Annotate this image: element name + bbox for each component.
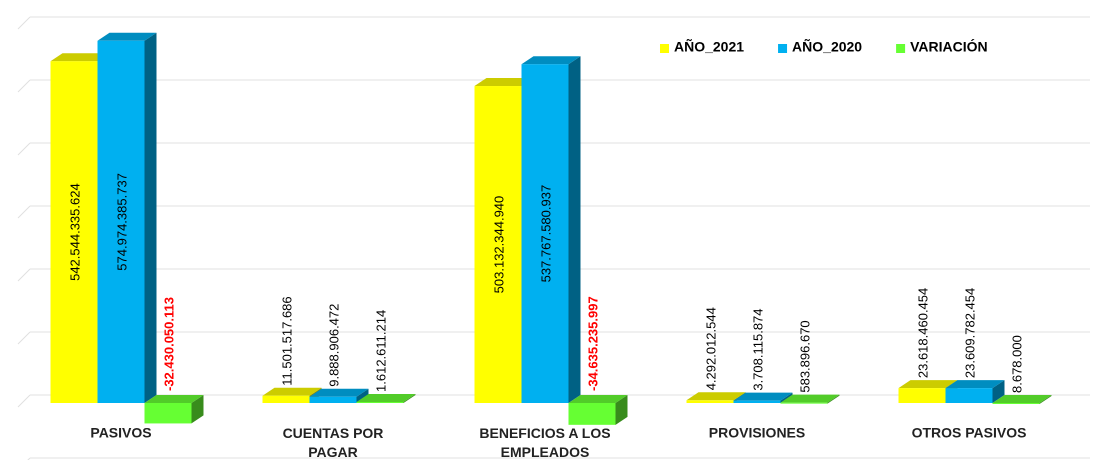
bar-front xyxy=(309,396,357,403)
legend-swatch xyxy=(896,44,906,53)
x-tick-label-line: BENEFICIOS A LOS xyxy=(479,425,610,441)
bar-top xyxy=(521,56,581,65)
data-label: 1.612.611.214 xyxy=(373,310,388,392)
bar-side xyxy=(356,388,369,403)
bar-top xyxy=(356,393,416,402)
bar-top xyxy=(568,395,628,403)
tick-mark xyxy=(17,331,31,345)
x-tick-label: PASIVOS xyxy=(90,425,151,441)
tick-mark xyxy=(17,142,31,156)
bar-front xyxy=(733,400,781,403)
bar-front xyxy=(144,403,192,424)
x-tick-label-line: EMPLEADOS xyxy=(501,444,590,460)
bar-front xyxy=(898,388,946,403)
data-label: 503.132.344.940 xyxy=(491,196,506,294)
bar-top xyxy=(50,53,110,62)
data-label: -34.635.235.997 xyxy=(585,296,600,391)
bar-top xyxy=(474,78,534,87)
bar xyxy=(992,394,1052,404)
bar-side xyxy=(191,395,204,424)
x-tick-label: PROVISIONES xyxy=(709,425,805,441)
tick-mark xyxy=(17,394,31,408)
data-label: 4.292.012.544 xyxy=(703,307,718,390)
bar xyxy=(945,380,1005,403)
bar-side xyxy=(1039,394,1052,404)
bar-front xyxy=(97,40,145,403)
bar-side xyxy=(992,380,1005,403)
tick-mark xyxy=(17,268,31,282)
bar xyxy=(733,392,793,403)
bar-front xyxy=(945,388,993,403)
bar-front xyxy=(568,403,616,425)
bar-front xyxy=(262,395,310,403)
tick-mark xyxy=(17,205,31,219)
bar-side xyxy=(144,32,157,403)
bar-top xyxy=(780,394,840,403)
x-tick-label: OTROS PASIVOS xyxy=(912,425,1027,441)
data-label: -32.430.050.113 xyxy=(161,297,176,391)
bar-side xyxy=(780,392,793,403)
legend-label: AÑO_2021 xyxy=(674,38,744,55)
bar-top xyxy=(898,380,958,389)
bar-front xyxy=(356,401,404,403)
data-label: 11.501.517.686 xyxy=(279,296,294,385)
bar-side xyxy=(403,393,416,403)
bar-top xyxy=(686,392,746,401)
bar xyxy=(144,395,204,424)
x-tick-label: BENEFICIOS A LOS EMPLEADOS xyxy=(479,425,610,460)
bar-side xyxy=(615,395,628,425)
bar-top xyxy=(97,32,157,41)
bar-top xyxy=(144,395,204,403)
data-label: 583.896.670 xyxy=(797,320,812,392)
bar-top xyxy=(992,394,1052,403)
bar xyxy=(568,395,628,425)
bar-front xyxy=(686,400,734,403)
bar-top xyxy=(945,380,1005,389)
bar-front xyxy=(474,86,522,404)
tick-mark xyxy=(17,79,31,93)
data-label: 9.888.906.472 xyxy=(326,304,341,387)
data-label: 537.767.580.937 xyxy=(538,185,553,283)
data-label: 3.708.115.874 xyxy=(750,308,765,390)
bar xyxy=(97,32,157,403)
x-tick-label-line: CUENTAS POR xyxy=(283,425,384,441)
legend-swatch xyxy=(778,44,788,53)
data-label: 542.544.335.624 xyxy=(67,183,82,281)
x-tick-label-line: PAGAR xyxy=(308,444,358,460)
data-label: 23.609.782.454 xyxy=(962,288,977,378)
data-label: 574.974.385.737 xyxy=(114,173,129,271)
legend-label: AÑO_2020 xyxy=(792,38,862,55)
data-label: 8.678.000 xyxy=(1009,335,1024,393)
bar-top xyxy=(309,388,369,397)
bar xyxy=(356,393,416,403)
bar-front xyxy=(521,64,569,403)
bar-top xyxy=(262,387,322,396)
legend-label: VARIACIÓN xyxy=(910,38,988,55)
bar xyxy=(780,394,840,404)
x-tick-label: CUENTAS POR PAGAR xyxy=(283,425,384,460)
data-label: 23.618.460.454 xyxy=(915,288,930,378)
tick-mark xyxy=(17,16,31,30)
bar-side xyxy=(827,394,840,404)
bar-front xyxy=(992,402,1040,404)
legend-swatch xyxy=(660,44,669,53)
bar xyxy=(521,56,581,404)
bar xyxy=(309,388,369,403)
bar-front xyxy=(780,402,828,404)
bar-top xyxy=(733,392,793,401)
bar-side xyxy=(568,56,581,404)
bar-front xyxy=(50,61,98,403)
